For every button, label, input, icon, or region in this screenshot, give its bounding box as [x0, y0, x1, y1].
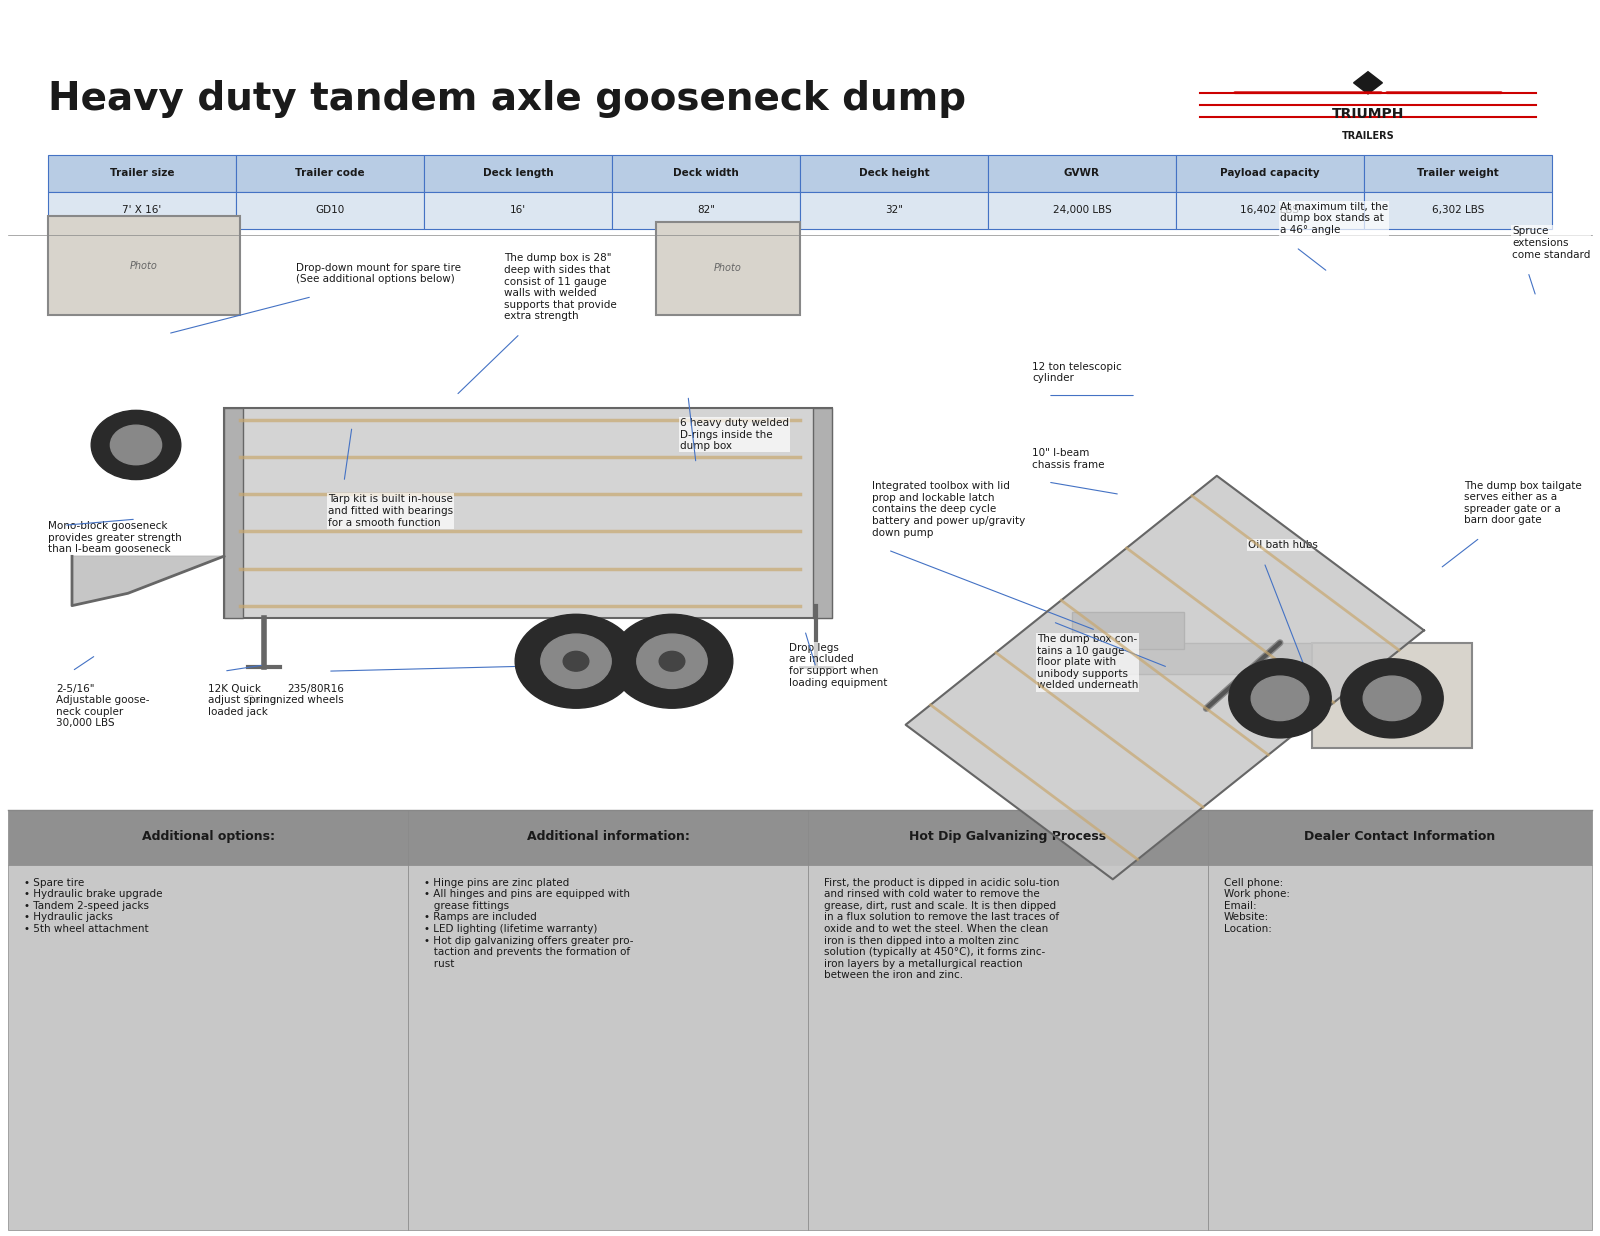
Text: Tarp kit is built in-house
and fitted with bearings
for a smooth function: Tarp kit is built in-house and fitted wi…	[328, 494, 453, 528]
Text: Deck length: Deck length	[483, 168, 554, 178]
Circle shape	[91, 410, 181, 480]
Circle shape	[541, 634, 611, 688]
Text: 32": 32"	[885, 205, 902, 215]
Text: Trailer code: Trailer code	[294, 168, 365, 178]
FancyBboxPatch shape	[224, 408, 243, 618]
Text: Photo: Photo	[714, 263, 742, 273]
Text: 235/80R16
Galvanized wheels: 235/80R16 Galvanized wheels	[246, 684, 344, 705]
FancyBboxPatch shape	[656, 222, 800, 315]
FancyBboxPatch shape	[1312, 643, 1472, 748]
Text: The dump box con-
tains a 10 gauge
floor plate with
unibody supports
welded unde: The dump box con- tains a 10 gauge floor…	[1037, 634, 1138, 691]
Circle shape	[563, 651, 589, 671]
Text: 10K axles with electric
brakes on both axles: 10K axles with electric brakes on both a…	[552, 659, 670, 680]
Text: Oil bath hubs: Oil bath hubs	[1248, 540, 1318, 550]
FancyBboxPatch shape	[224, 408, 832, 618]
FancyBboxPatch shape	[1176, 154, 1363, 192]
Text: • Spare tire
• Hydraulic brake upgrade
• Tandem 2-speed jacks
• Hydraulic jacks
: • Spare tire • Hydraulic brake upgrade •…	[24, 878, 163, 934]
Text: Trailer weight: Trailer weight	[1418, 168, 1499, 178]
Text: Deck height: Deck height	[859, 168, 930, 178]
FancyBboxPatch shape	[1072, 612, 1184, 649]
Text: At maximum tilt, the
dump box stands at
a 46° angle: At maximum tilt, the dump box stands at …	[1280, 201, 1389, 235]
Text: 7' X 16': 7' X 16'	[122, 205, 162, 215]
Text: TRAILERS: TRAILERS	[1342, 131, 1394, 141]
Text: Mono-block gooseneck
provides greater strength
than I-beam gooseneck: Mono-block gooseneck provides greater st…	[48, 522, 182, 554]
FancyBboxPatch shape	[808, 865, 1208, 1230]
FancyBboxPatch shape	[1208, 865, 1592, 1230]
Circle shape	[1363, 676, 1421, 721]
FancyBboxPatch shape	[808, 810, 1208, 865]
FancyBboxPatch shape	[237, 154, 424, 192]
Text: 12 ton telescopic
cylinder: 12 ton telescopic cylinder	[1032, 362, 1122, 383]
Text: Payload capacity: Payload capacity	[1221, 168, 1320, 178]
FancyBboxPatch shape	[237, 192, 424, 229]
Circle shape	[659, 651, 685, 671]
Circle shape	[110, 425, 162, 465]
Polygon shape	[72, 556, 224, 606]
Polygon shape	[1354, 72, 1382, 94]
FancyBboxPatch shape	[611, 192, 800, 229]
Text: Spruce
extensions
come standard: Spruce extensions come standard	[1512, 226, 1590, 260]
Circle shape	[515, 614, 637, 708]
Circle shape	[1229, 659, 1331, 738]
Text: Heavy duty tandem axle gooseneck dump: Heavy duty tandem axle gooseneck dump	[48, 80, 966, 119]
FancyBboxPatch shape	[48, 235, 1552, 766]
FancyBboxPatch shape	[48, 192, 237, 229]
Text: • Hinge pins are zinc plated
• All hinges and pins are equipped with
   grease f: • Hinge pins are zinc plated • All hinge…	[424, 878, 634, 969]
FancyBboxPatch shape	[8, 865, 408, 1230]
FancyBboxPatch shape	[800, 192, 987, 229]
Circle shape	[637, 634, 707, 688]
Circle shape	[1341, 659, 1443, 738]
Text: GD10: GD10	[315, 205, 344, 215]
Text: The dump box tailgate
serves either as a
spreader gate or a
barn door gate: The dump box tailgate serves either as a…	[1464, 481, 1582, 525]
Circle shape	[1251, 676, 1309, 721]
Text: Dealer Contact Information: Dealer Contact Information	[1304, 831, 1496, 843]
FancyBboxPatch shape	[611, 154, 800, 192]
FancyBboxPatch shape	[424, 192, 611, 229]
Text: 16,402 LBS: 16,402 LBS	[1240, 205, 1299, 215]
FancyBboxPatch shape	[408, 810, 808, 865]
Text: Cell phone:
Work phone:
Email:
Website:
Location:: Cell phone: Work phone: Email: Website: …	[1224, 878, 1290, 934]
FancyBboxPatch shape	[813, 408, 832, 618]
Text: Additional options:: Additional options:	[141, 831, 275, 843]
Text: Deck width: Deck width	[674, 168, 739, 178]
Polygon shape	[906, 476, 1424, 879]
Text: 10" I-beam
chassis frame: 10" I-beam chassis frame	[1032, 449, 1104, 470]
Text: 24,000 LBS: 24,000 LBS	[1053, 205, 1112, 215]
FancyBboxPatch shape	[48, 154, 237, 192]
Text: First, the product is dipped in acidic solu-tion
and rinsed with cold water to r: First, the product is dipped in acidic s…	[824, 878, 1059, 980]
Text: Additional information:: Additional information:	[526, 831, 690, 843]
Circle shape	[611, 614, 733, 708]
Text: Drop-down mount for spare tire
(See additional options below): Drop-down mount for spare tire (See addi…	[296, 263, 461, 284]
Text: GVWR: GVWR	[1064, 168, 1101, 178]
Text: 16': 16'	[510, 205, 526, 215]
FancyBboxPatch shape	[1363, 192, 1552, 229]
Text: 82": 82"	[698, 205, 715, 215]
FancyBboxPatch shape	[8, 810, 408, 865]
FancyBboxPatch shape	[987, 154, 1176, 192]
Text: 6,302 LBS: 6,302 LBS	[1432, 205, 1485, 215]
FancyBboxPatch shape	[1363, 154, 1552, 192]
Text: Hot Dip Galvanizing Process: Hot Dip Galvanizing Process	[909, 831, 1107, 843]
Text: Photo: Photo	[130, 261, 158, 271]
FancyBboxPatch shape	[987, 192, 1176, 229]
FancyBboxPatch shape	[800, 154, 987, 192]
Text: Trailer size: Trailer size	[110, 168, 174, 178]
Text: TRIUMPH: TRIUMPH	[1331, 106, 1405, 121]
FancyBboxPatch shape	[1072, 643, 1424, 674]
Text: The dump box is 28"
deep with sides that
consist of 11 gauge
walls with welded
s: The dump box is 28" deep with sides that…	[504, 253, 616, 321]
Text: 12K Quick
adjust spring
loaded jack: 12K Quick adjust spring loaded jack	[208, 684, 277, 717]
Text: Integrated toolbox with lid
prop and lockable latch
contains the deep cycle
batt: Integrated toolbox with lid prop and loc…	[872, 481, 1026, 538]
FancyBboxPatch shape	[408, 865, 808, 1230]
Text: Photo: Photo	[1378, 690, 1406, 700]
Text: 2-5/16"
Adjustable goose-
neck coupler
30,000 LBS: 2-5/16" Adjustable goose- neck coupler 3…	[56, 684, 149, 728]
FancyBboxPatch shape	[48, 216, 240, 315]
Text: 6 heavy duty welded
D-rings inside the
dump box: 6 heavy duty welded D-rings inside the d…	[680, 418, 789, 451]
FancyBboxPatch shape	[1208, 810, 1592, 865]
FancyBboxPatch shape	[1176, 192, 1363, 229]
Text: Drop legs
are included
for support when
loading equipment: Drop legs are included for support when …	[789, 643, 886, 687]
FancyBboxPatch shape	[424, 154, 611, 192]
